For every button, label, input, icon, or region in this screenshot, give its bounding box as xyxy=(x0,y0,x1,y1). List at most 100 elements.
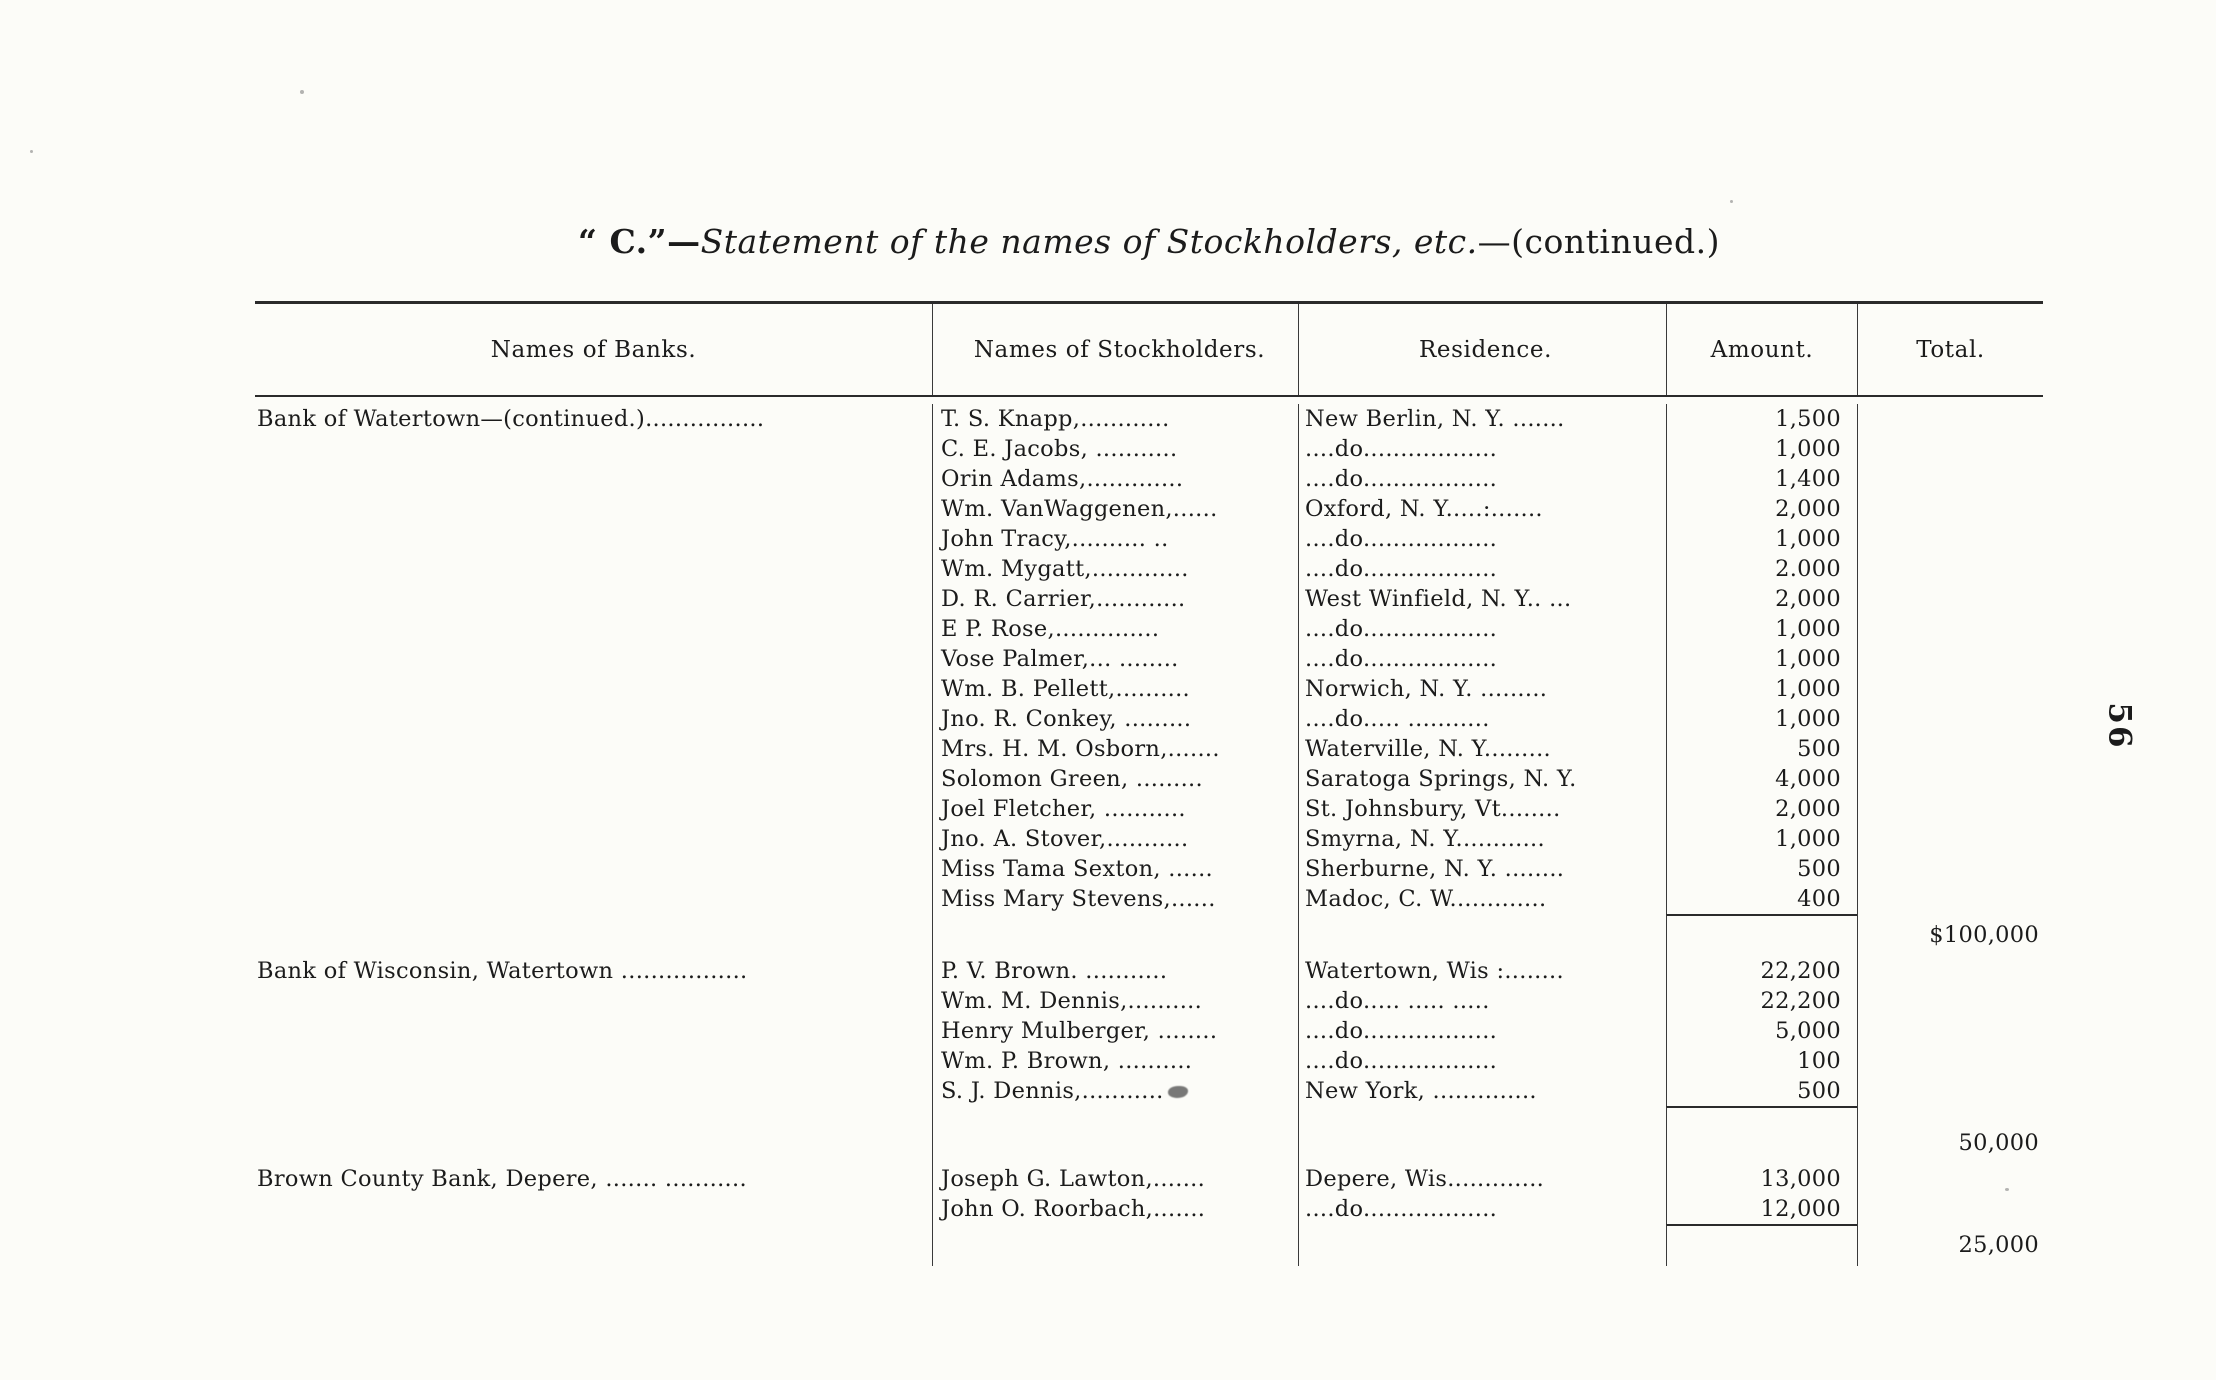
table-row: Wm. P. Brown, .......... ....do..........… xyxy=(255,1046,2043,1076)
residence-cell: Watertown, Wis :........ xyxy=(1298,956,1666,986)
amount-cell: 22,200 xyxy=(1666,986,1857,1016)
amount-cell: 12,000 xyxy=(1666,1194,1857,1224)
total-cell xyxy=(1857,464,2043,494)
table-row: Bank of Watertown—(continued.)..........… xyxy=(255,404,2043,434)
amount-cell xyxy=(1666,1106,1857,1164)
bank-group: Bank of Wisconsin, Watertown ...........… xyxy=(255,956,2043,1164)
bank-cell xyxy=(255,494,932,524)
stockholder-cell: Wm. B. Pellett,.......... xyxy=(932,674,1298,704)
total-cell xyxy=(1857,704,2043,734)
table-row: Jno. R. Conkey, ......... ....do..... ...… xyxy=(255,704,2043,734)
stockholder-cell: Miss Mary Stevens,...... xyxy=(932,884,1298,914)
bank-cell xyxy=(255,854,932,884)
stockholder-cell: Vose Palmer,... ........ xyxy=(932,644,1298,674)
bank-cell xyxy=(255,764,932,794)
page-number: 56 xyxy=(2101,702,2138,750)
bank-cell xyxy=(255,1016,932,1046)
residence-cell: Oxford, N. Y.....:....... xyxy=(1298,494,1666,524)
amount-cell: 2.000 xyxy=(1666,554,1857,584)
bank-cell xyxy=(255,464,932,494)
table-row: Orin Adams,............. ....do..........… xyxy=(255,464,2043,494)
residence-cell: Depere, Wis............. xyxy=(1298,1164,1666,1194)
bank-cell xyxy=(255,986,932,1016)
table-row: Miss Tama Sexton, ...... Sherburne, N. Y.… xyxy=(255,854,2043,884)
amount-cell: 4,000 xyxy=(1666,764,1857,794)
bank-cell: Bank of Watertown—(continued.)..........… xyxy=(257,406,765,432)
stockholder-cell: Wm. M. Dennis,.......... xyxy=(932,986,1298,1016)
scan-speck xyxy=(300,90,304,94)
table-row: Bank of Wisconsin, Watertown ...........… xyxy=(255,956,2043,986)
amount-cell: 100 xyxy=(1666,1046,1857,1076)
total-cell xyxy=(1857,554,2043,584)
residence-cell: ....do.................. xyxy=(1298,464,1666,494)
stockholder-cell: John O. Roorbach,....... xyxy=(932,1194,1298,1224)
stockholder-cell: E P. Rose,.............. xyxy=(932,614,1298,644)
table-row: D. R. Carrier,............ West Winfield,… xyxy=(255,584,2043,614)
total-cell xyxy=(1857,986,2043,1016)
total-cell xyxy=(1857,1046,2043,1076)
total-cell xyxy=(1857,764,2043,794)
stockholder-cell: Orin Adams,............. xyxy=(932,464,1298,494)
table-row: Wm. M. Dennis,.......... ....do..... ....… xyxy=(255,986,2043,1016)
table-row: Wm. Mygatt,............. ....do..........… xyxy=(255,554,2043,584)
residence-cell xyxy=(1298,914,1666,956)
total-cell xyxy=(1857,1164,2043,1194)
table-row: John O. Roorbach,....... ....do..........… xyxy=(255,1194,2043,1224)
total-row: $100,000 xyxy=(255,914,2043,956)
title-suffix: —(continued.) xyxy=(1477,222,1720,261)
residence-cell: West Winfield, N. Y.. ... xyxy=(1298,584,1666,614)
bank-cell xyxy=(255,794,932,824)
residence-cell: St. Johnsbury, Vt........ xyxy=(1298,794,1666,824)
amount-cell: 1,400 xyxy=(1666,464,1857,494)
table-row: Brown County Bank, Depere, ....... .....… xyxy=(255,1164,2043,1194)
stockholder-cell xyxy=(932,1224,1298,1266)
bank-cell xyxy=(255,1224,932,1266)
stockholder-cell: Mrs. H. M. Osborn,....... xyxy=(932,734,1298,764)
table-row: Miss Mary Stevens,...... Madoc, C. W.....… xyxy=(255,884,2043,914)
residence-cell: Waterville, N. Y......... xyxy=(1298,734,1666,764)
residence-cell xyxy=(1298,1224,1666,1266)
amount-cell xyxy=(1666,1224,1857,1266)
stockholder-cell: S. J. Dennis,........... xyxy=(932,1076,1298,1106)
group-total-cell: 25,000 xyxy=(1857,1224,2043,1266)
residence-cell: New York, .............. xyxy=(1298,1076,1666,1106)
stockholder-cell: Wm. Mygatt,............. xyxy=(932,554,1298,584)
total-cell xyxy=(1857,794,2043,824)
residence-cell: ....do.................. xyxy=(1298,644,1666,674)
total-cell xyxy=(1857,884,2043,914)
total-cell xyxy=(1857,674,2043,704)
stockholder-cell: Miss Tama Sexton, ...... xyxy=(932,854,1298,884)
amount-cell: 2,000 xyxy=(1666,584,1857,614)
page-title: “ C.”—Statement of the names of Stockhol… xyxy=(255,222,2043,261)
residence-cell: ....do.................. xyxy=(1298,1194,1666,1224)
residence-cell: ....do.................. xyxy=(1298,1046,1666,1076)
bank-cell xyxy=(255,1194,932,1224)
bank-cell xyxy=(255,1046,932,1076)
total-cell xyxy=(1857,614,2043,644)
bank-cell xyxy=(255,554,932,584)
bank-cell xyxy=(255,824,932,854)
table-row: Vose Palmer,... ........ ....do..........… xyxy=(255,644,2043,674)
amount-cell: 1,000 xyxy=(1666,644,1857,674)
bank-cell xyxy=(255,614,932,644)
residence-cell: ....do..... ..... ..... xyxy=(1298,986,1666,1016)
total-cell xyxy=(1857,524,2043,554)
table-row: Wm. VanWaggenen,...... Oxford, N. Y.....:… xyxy=(255,494,2043,524)
bank-cell xyxy=(255,704,932,734)
stockholder-cell: P. V. Brown. ........... xyxy=(932,956,1298,986)
residence-cell: ....do.................. xyxy=(1298,1016,1666,1046)
total-row: 25,000 xyxy=(255,1224,2043,1266)
table-row: Wm. B. Pellett,.......... Norwich, N. Y. … xyxy=(255,674,2043,704)
table-row: E P. Rose,.............. ....do..........… xyxy=(255,614,2043,644)
bank-cell xyxy=(255,734,932,764)
total-cell xyxy=(1857,824,2043,854)
amount-cell: 1,000 xyxy=(1666,524,1857,554)
stockholder-cell: Joel Fletcher, ........... xyxy=(932,794,1298,824)
scan-speck xyxy=(30,150,33,153)
title-italic: Statement of the names of Stockholders, … xyxy=(700,222,1478,261)
amount-cell: 22,200 xyxy=(1666,956,1857,986)
table-row: S. J. Dennis,........... New York, ......… xyxy=(255,1076,2043,1106)
stockholder-cell: John Tracy,.......... .. xyxy=(932,524,1298,554)
amount-cell: 2,000 xyxy=(1666,494,1857,524)
